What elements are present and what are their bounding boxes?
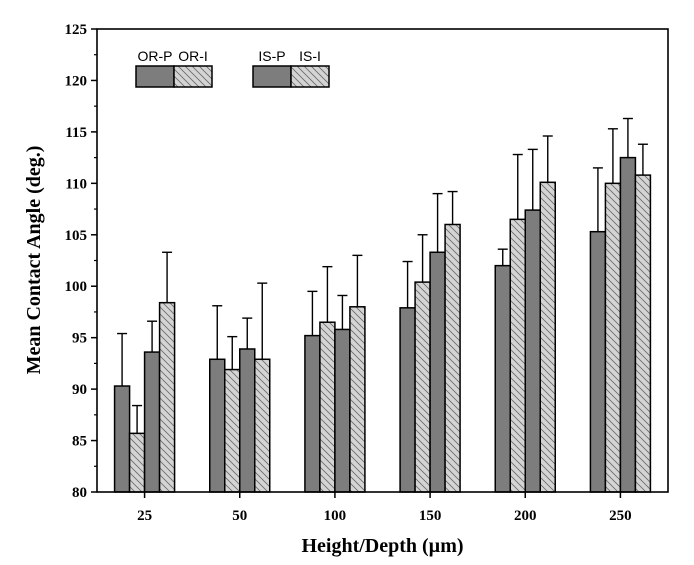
bars: [113, 156, 652, 493]
bar-or-p-250: [589, 230, 607, 493]
legend-swatch-is-p: [252, 65, 292, 88]
x-tick-label: 150: [419, 508, 442, 524]
bar-is-p-200: [524, 209, 541, 493]
y-tick-label: 105: [65, 228, 88, 244]
legend-swatch-or-i: [173, 65, 213, 88]
bar-is-p-50: [239, 348, 256, 493]
bar-or-i-50: [224, 368, 241, 493]
legend-label-or-p: OR-P: [138, 48, 173, 64]
bar-or-i-25: [128, 432, 146, 493]
y-tick-label: 85: [72, 434, 87, 450]
y-axis: 80 85 90 95 100 105 110 115 120 125: [65, 22, 97, 501]
x-tick-label: 250: [609, 508, 632, 524]
x-tick-label: 50: [232, 508, 247, 524]
bar-is-p-250: [619, 156, 637, 493]
y-tick-label: 80: [72, 485, 87, 501]
x-axis-title: Height/Depth (µm): [301, 535, 463, 557]
bar-is-p-25: [143, 351, 161, 493]
bar-is-i-200: [539, 181, 556, 493]
bar-or-p-25: [113, 385, 131, 493]
legend-label-is-p: IS-P: [258, 48, 285, 64]
legend-label-or-i: OR-I: [178, 48, 208, 64]
bar-or-i-250: [604, 182, 622, 493]
legend-swatch-is-i: [290, 65, 330, 88]
y-tick-label: 100: [65, 279, 88, 295]
bar-or-p-100: [304, 334, 321, 493]
bar-is-i-250: [634, 174, 652, 493]
bar-is-i-150: [444, 223, 461, 493]
error-bars: [117, 117, 648, 462]
x-tick-label: 25: [137, 508, 152, 524]
y-tick-label: 95: [72, 331, 87, 347]
x-tick-label: 100: [324, 508, 347, 524]
y-tick-label: 110: [65, 176, 87, 192]
y-axis-title: Mean Contact Angle (deg.): [23, 146, 45, 375]
y-tick-label: 125: [65, 22, 88, 38]
bar-is-i-100: [349, 306, 366, 493]
bar-is-p-150: [429, 251, 446, 493]
y-tick-label: 115: [65, 125, 87, 141]
x-tick-label: 200: [514, 508, 537, 524]
bar-is-i-50: [254, 358, 271, 493]
bar-or-i-150: [414, 281, 431, 493]
bar-or-p-50: [209, 358, 226, 493]
bar-or-p-200: [494, 264, 511, 493]
bar-or-i-200: [509, 218, 526, 493]
bar-or-p-150: [399, 307, 416, 493]
bar-is-p-100: [334, 328, 351, 493]
x-axis: 25 50 100 150 200 250: [137, 492, 632, 524]
y-tick-label: 90: [72, 382, 87, 398]
bar-is-i-25: [158, 301, 176, 493]
legend-swatch-or-p: [135, 65, 175, 88]
bar-or-i-100: [319, 321, 336, 493]
y-tick-label: 120: [65, 73, 88, 89]
legend-label-is-i: IS-I: [299, 48, 321, 64]
legend: OR-P OR-I IS-P IS-I: [135, 48, 330, 88]
plot-frame: [96, 28, 669, 493]
